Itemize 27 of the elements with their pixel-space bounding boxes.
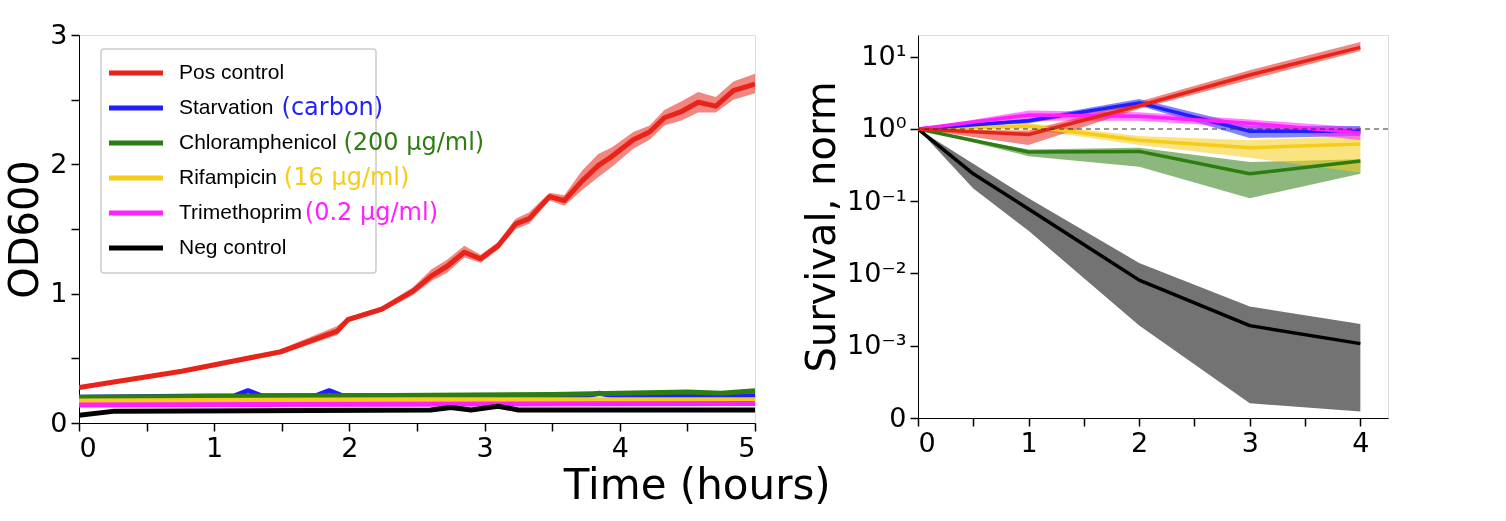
- x-tick-label: 0: [79, 431, 97, 463]
- y-tick-label: 2: [50, 147, 68, 179]
- legend-label: Trimethoprim(0.2 µg/ml): [179, 198, 439, 226]
- x-tick-label: 3: [476, 431, 494, 463]
- legend-label: Neg control: [179, 235, 287, 258]
- y-axis-title: Survival, norm: [798, 81, 845, 373]
- x-tick-label: 4: [1352, 426, 1370, 458]
- y-tick-label: 10⁻²: [847, 257, 907, 288]
- x-tick-label: 2: [1131, 426, 1149, 458]
- x-tick-label: 3: [1241, 426, 1259, 458]
- legend-label: Starvation (carbon): [179, 93, 384, 121]
- x-tick-label: 1: [1020, 426, 1038, 458]
- y-tick-label: 0: [50, 406, 68, 438]
- y-tick-label: 10⁻³: [847, 329, 907, 361]
- x-tick-label: 1: [206, 431, 224, 463]
- y-tick-label: 3: [50, 18, 68, 50]
- x-tick-label: 0: [918, 426, 936, 458]
- legend-label: Pos control: [179, 60, 285, 83]
- legend-label: Chloramphenicol (200 µg/ml): [179, 128, 485, 156]
- y-axis-title: OD600: [1, 160, 48, 299]
- legend-label: Rifampicin (16 µg/ml): [179, 163, 410, 191]
- y-tick-label: 10⁻¹: [847, 184, 907, 216]
- y-tick-label: 10¹: [861, 40, 907, 72]
- x-tick-label: 2: [341, 431, 359, 463]
- y-tick-label: 0: [889, 401, 907, 433]
- y-tick-label: 10⁰: [861, 112, 907, 144]
- y-tick-label: 1: [50, 277, 68, 309]
